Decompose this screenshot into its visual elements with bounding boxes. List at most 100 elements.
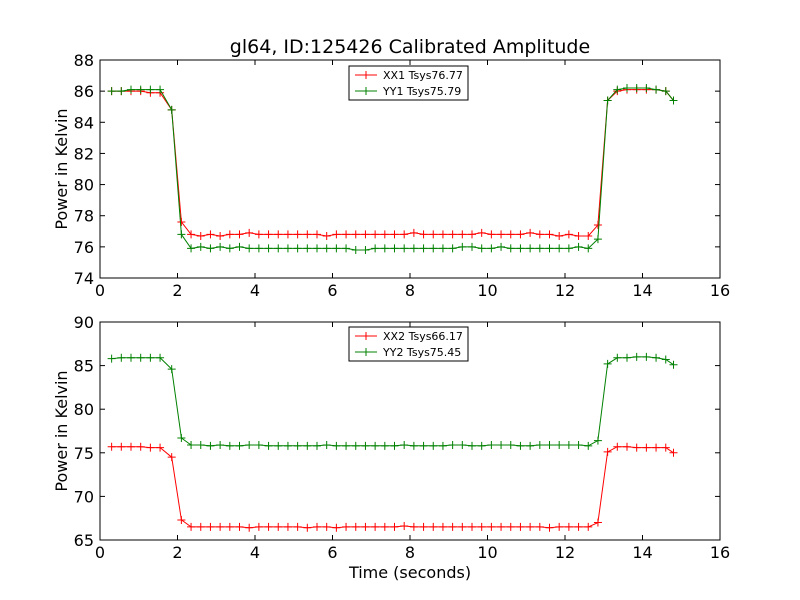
data-point <box>526 244 535 253</box>
data-point <box>332 230 341 239</box>
data-point <box>313 441 321 450</box>
data-point <box>545 523 554 532</box>
data-point <box>497 440 506 449</box>
data-point <box>342 522 351 531</box>
y-tick-label: 80 <box>74 176 94 195</box>
data-point <box>146 353 155 362</box>
y-tick-label: 70 <box>74 487 94 506</box>
x-tick-label: 0 <box>95 281 105 300</box>
data-point <box>107 354 116 363</box>
data-point <box>516 522 525 531</box>
data-point <box>487 230 496 239</box>
data-point <box>351 522 360 531</box>
data-point <box>117 442 126 451</box>
data-point <box>351 230 360 239</box>
y-tick-label: 90 <box>74 313 94 332</box>
data-point <box>361 230 370 239</box>
data-point <box>156 85 165 94</box>
data-point <box>187 244 196 253</box>
legend-box <box>348 65 469 101</box>
data-point <box>283 522 292 531</box>
data-point <box>187 230 196 239</box>
x-tick-label: 8 <box>405 543 415 562</box>
y-tick-label: 86 <box>74 82 94 101</box>
data-point <box>593 221 602 230</box>
data-point <box>156 443 165 452</box>
data-point <box>274 230 283 239</box>
data-point <box>216 231 225 240</box>
data-point <box>361 522 370 531</box>
data-point <box>438 230 447 239</box>
data-point <box>555 440 564 449</box>
data-point <box>419 441 428 450</box>
data-point <box>322 522 331 531</box>
data-point <box>293 230 302 239</box>
data-point <box>274 244 283 253</box>
data-point <box>545 440 554 449</box>
data-point <box>167 453 176 462</box>
data-point <box>303 244 312 253</box>
y-tick-label: 78 <box>74 207 94 226</box>
data-point <box>419 230 428 239</box>
data-point <box>390 244 399 253</box>
data-point <box>187 522 196 531</box>
data-point <box>613 442 622 451</box>
data-point <box>642 84 651 93</box>
x-tick-label: 16 <box>710 543 730 562</box>
data-point <box>206 522 215 531</box>
data-point <box>371 522 380 531</box>
data-point <box>361 441 370 450</box>
data-point <box>584 244 593 253</box>
data-point <box>545 244 554 253</box>
data-point <box>477 244 486 253</box>
data-point <box>293 522 302 531</box>
data-point <box>438 441 447 450</box>
data-point <box>477 522 486 531</box>
data-point <box>156 353 165 362</box>
x-tick-label: 10 <box>477 281 497 300</box>
data-point <box>468 441 476 450</box>
y-axis-label: Power in Kelvin <box>52 108 71 229</box>
data-point <box>264 522 273 531</box>
data-point <box>196 231 205 240</box>
x-tick-label: 10 <box>477 543 497 562</box>
data-point <box>245 228 254 237</box>
data-point <box>535 230 544 239</box>
x-tick-label: 2 <box>172 281 182 300</box>
data-point <box>506 440 515 449</box>
data-point <box>371 441 380 450</box>
data-point <box>429 230 438 239</box>
y-axis-label: Power in Kelvin <box>52 370 71 491</box>
x-tick-label: 14 <box>632 543 652 562</box>
data-point <box>313 522 321 531</box>
data-point <box>313 230 321 239</box>
data-point <box>497 230 506 239</box>
data-point <box>652 353 661 362</box>
data-point <box>167 105 176 114</box>
y-tick-label: 80 <box>74 400 94 419</box>
data-point <box>613 353 622 362</box>
series-2 <box>107 84 678 254</box>
data-point <box>535 522 544 531</box>
y-tick-label: 74 <box>74 269 94 288</box>
data-point <box>516 230 525 239</box>
legend-marker <box>362 332 370 340</box>
data-point <box>409 244 418 253</box>
data-point <box>127 85 135 94</box>
data-point <box>506 522 515 531</box>
data-point <box>603 447 612 456</box>
data-point <box>506 230 515 239</box>
data-point <box>632 84 641 93</box>
data-point <box>448 244 457 253</box>
data-point <box>177 217 186 226</box>
x-tick-label: 14 <box>632 281 652 300</box>
data-point <box>206 441 215 450</box>
data-point <box>497 242 506 251</box>
data-point <box>458 440 467 449</box>
legend-entry: XX1 Tsys76.77 <box>355 69 463 82</box>
data-point <box>623 353 631 362</box>
data-point <box>613 85 622 94</box>
data-point <box>225 244 234 253</box>
data-point <box>669 448 678 457</box>
data-point <box>264 441 273 450</box>
